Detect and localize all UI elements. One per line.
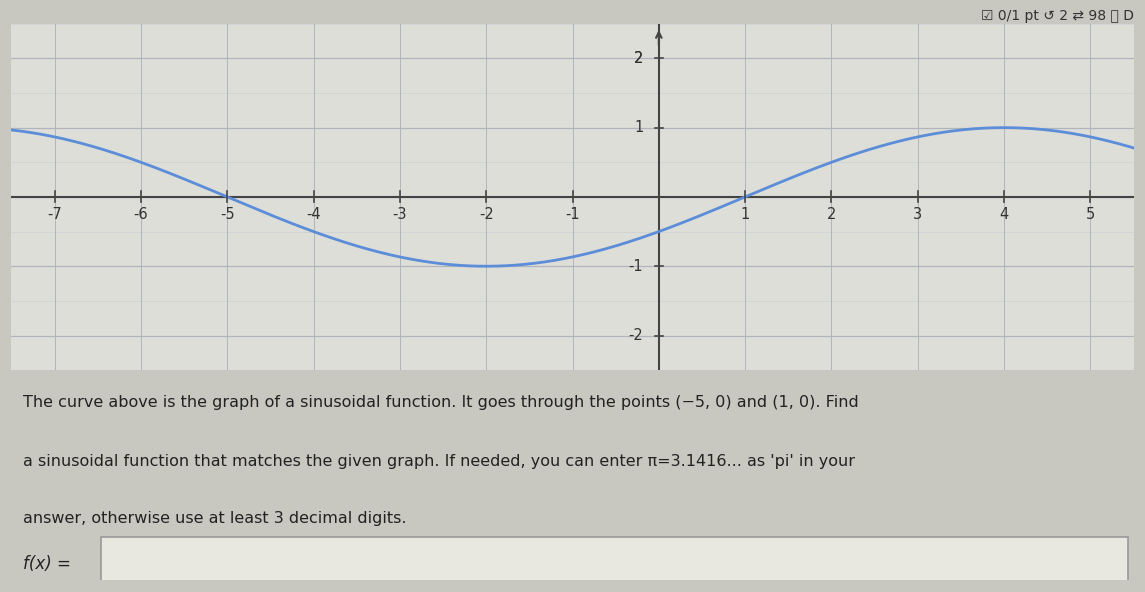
Text: -3: -3 <box>393 207 408 223</box>
Text: -1: -1 <box>566 207 579 223</box>
Text: -1: -1 <box>629 259 643 274</box>
Text: 2: 2 <box>634 51 643 66</box>
Text: -5: -5 <box>220 207 235 223</box>
Text: 2: 2 <box>827 207 836 223</box>
Text: 4: 4 <box>1000 207 1009 223</box>
Text: 1: 1 <box>741 207 750 223</box>
Text: answer, otherwise use at least 3 decimal digits.: answer, otherwise use at least 3 decimal… <box>23 511 406 526</box>
Text: 5: 5 <box>1085 207 1095 223</box>
Text: 1: 1 <box>634 120 643 135</box>
Text: 2: 2 <box>634 51 643 66</box>
Text: -4: -4 <box>306 207 321 223</box>
FancyBboxPatch shape <box>101 537 1128 581</box>
Text: f(x) =: f(x) = <box>23 555 71 573</box>
Text: -6: -6 <box>134 207 148 223</box>
Text: The curve above is the graph of a sinusoidal function. It goes through the point: The curve above is the graph of a sinuso… <box>23 395 859 410</box>
Text: a sinusoidal function that matches the given graph. If needed, you can enter π=3: a sinusoidal function that matches the g… <box>23 454 854 469</box>
Text: -7: -7 <box>47 207 62 223</box>
Text: -2: -2 <box>629 328 643 343</box>
Text: 3: 3 <box>914 207 923 223</box>
Text: ☑ 0/1 pt ↺ 2 ⇄ 98 ⓘ D: ☑ 0/1 pt ↺ 2 ⇄ 98 ⓘ D <box>980 9 1134 23</box>
Text: -2: -2 <box>479 207 493 223</box>
